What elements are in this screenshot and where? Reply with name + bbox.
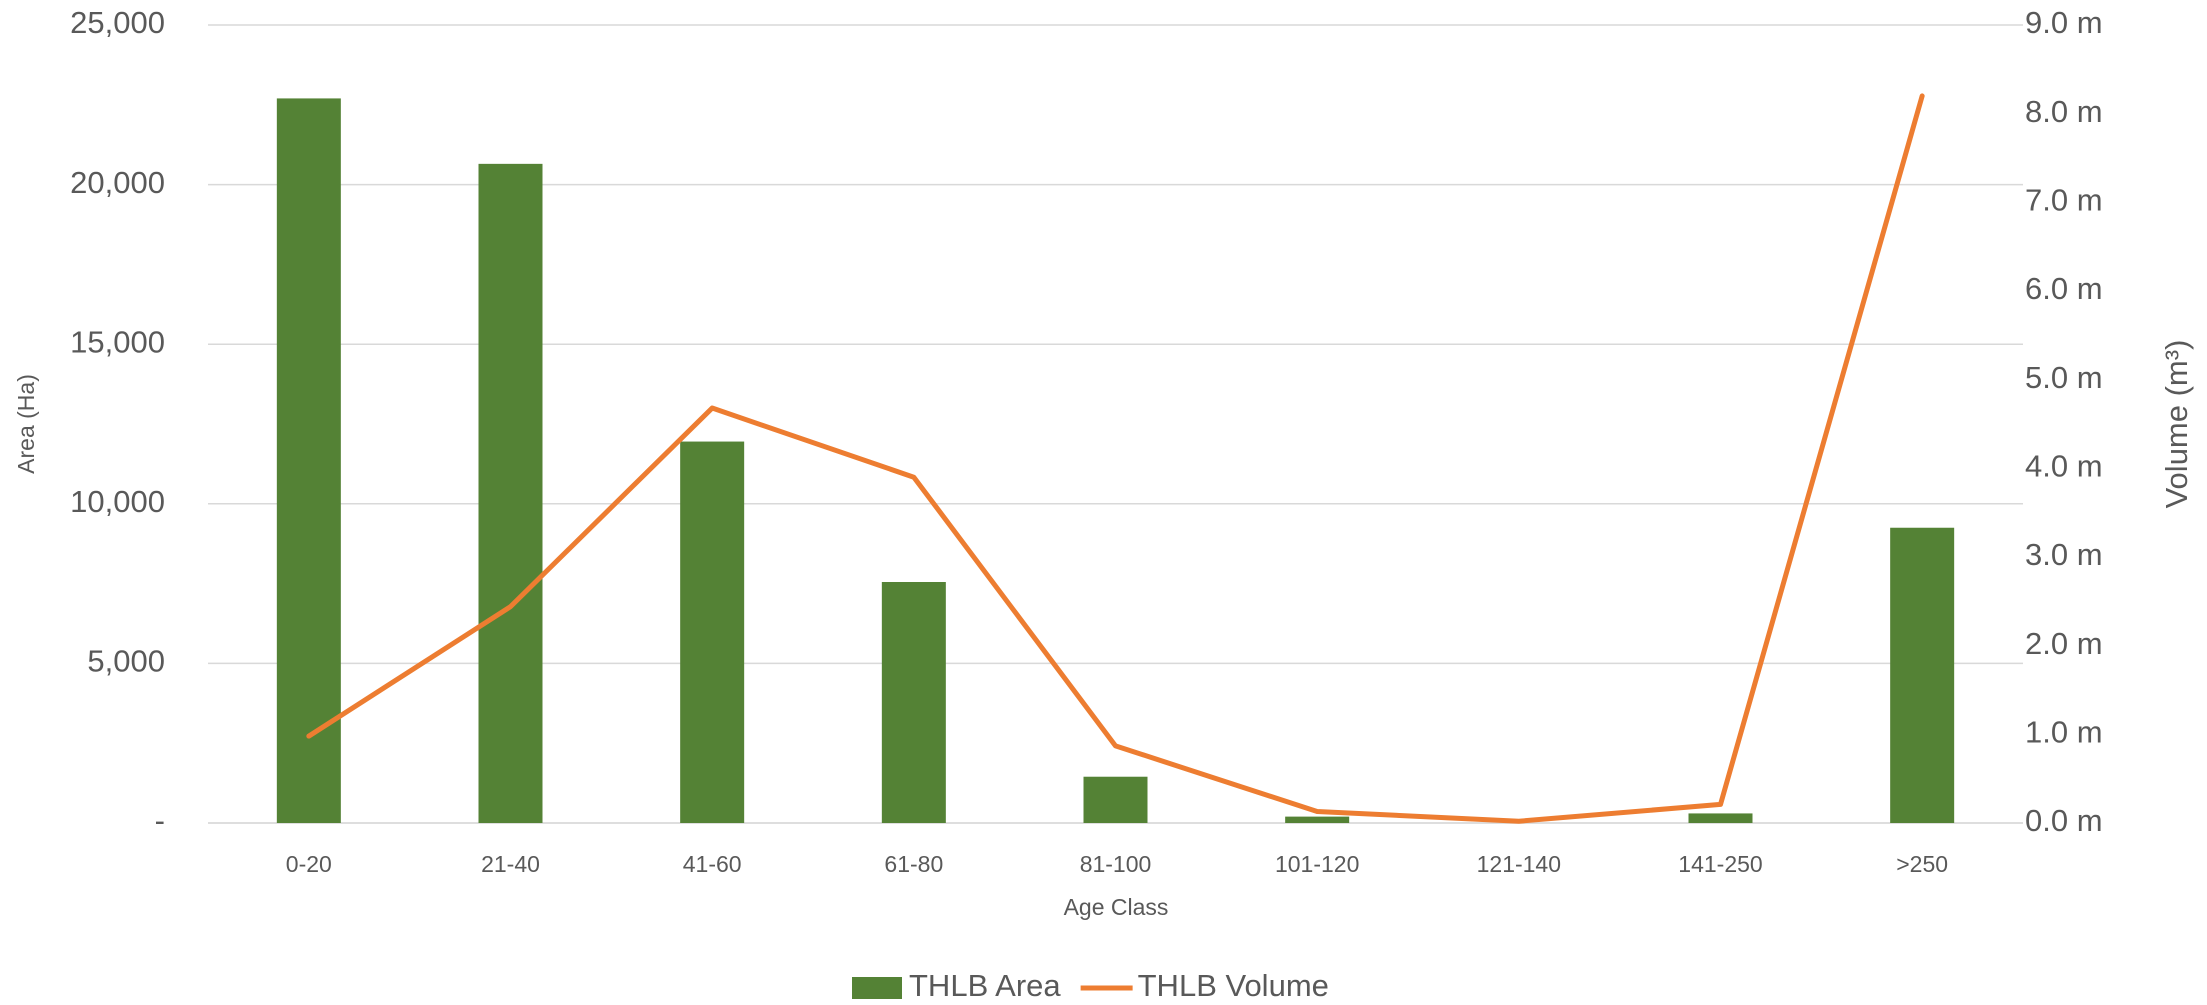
bar bbox=[1890, 527, 1955, 823]
y2-tick-label: 8.0 m bbox=[2025, 94, 2103, 129]
y2-tick-label: 9.0 m bbox=[2025, 5, 2103, 40]
y2-tick-label: 1.0 m bbox=[2025, 715, 2103, 750]
y-axis-title: Area (Ha) bbox=[13, 374, 39, 474]
bar bbox=[1688, 813, 1753, 823]
x-tick-label: 41-60 bbox=[683, 851, 742, 877]
y2-tick-label: 2.0 m bbox=[2025, 626, 2103, 661]
bar bbox=[680, 441, 745, 823]
x-tick-label: 101-120 bbox=[1275, 851, 1359, 877]
x-tick-label: 81-100 bbox=[1080, 851, 1152, 877]
bar bbox=[881, 582, 946, 823]
line bbox=[306, 93, 1925, 824]
y2-tick-label: 7.0 m bbox=[2025, 183, 2103, 218]
y-tick-label: 5,000 bbox=[87, 644, 165, 679]
y2-tick-label: 0.0 m bbox=[2025, 803, 2103, 838]
x-axis-title: Age Class bbox=[1064, 894, 1169, 920]
y2-tick-label: 5.0 m bbox=[2025, 360, 2103, 395]
x-tick-label: 0-20 bbox=[286, 851, 332, 877]
y2-tick-label: 3.0 m bbox=[2025, 537, 2103, 572]
bar bbox=[1083, 776, 1148, 823]
y-tick-label: 10,000 bbox=[70, 484, 165, 519]
y-tick-label: 20,000 bbox=[70, 165, 165, 200]
bar bbox=[478, 163, 543, 824]
y2-tick-label: 6.0 m bbox=[2025, 271, 2103, 306]
y-tick-label: 15,000 bbox=[70, 324, 165, 359]
legend-label: THLB Area bbox=[909, 968, 1061, 1003]
x-tick-label: 21-40 bbox=[481, 851, 540, 877]
y-tick-label: 25,000 bbox=[70, 5, 165, 40]
x-tick-label: 141-250 bbox=[1678, 851, 1762, 877]
bar bbox=[276, 98, 341, 823]
x-tick-label: 61-80 bbox=[884, 851, 943, 877]
legend-label: THLB Volume bbox=[1138, 968, 1329, 1003]
legend-swatch bbox=[852, 977, 902, 999]
y2-axis-title: Volume (m³) bbox=[2159, 340, 2194, 509]
x-tick-label: 121-140 bbox=[1477, 851, 1561, 877]
x-tick-label: >250 bbox=[1896, 851, 1948, 877]
y-tick-label: - bbox=[155, 803, 165, 838]
y2-tick-label: 4.0 m bbox=[2025, 449, 2103, 484]
bar bbox=[1285, 816, 1350, 823]
